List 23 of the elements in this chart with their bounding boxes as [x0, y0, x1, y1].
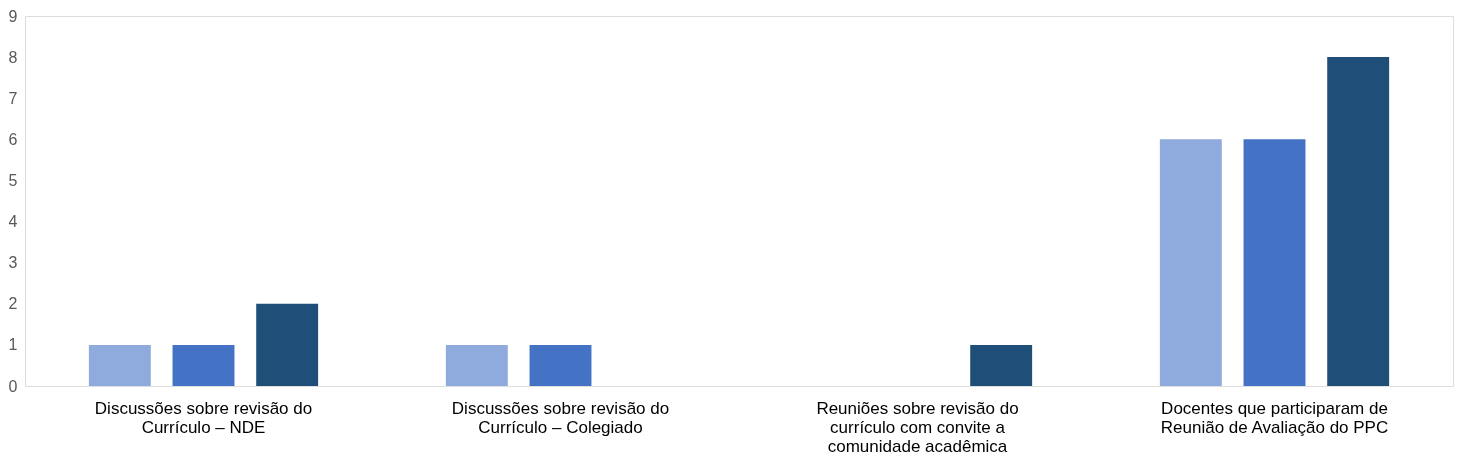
y-tick-label: 2 [8, 295, 18, 313]
y-tick-label: 1 [8, 336, 18, 354]
bar [529, 344, 592, 386]
bar [172, 344, 235, 386]
y-tick-label: 5 [8, 171, 18, 189]
x-tick-label: Reuniões sobre revisão do currículo com convite a comunidade acadêmica [816, 398, 1019, 456]
y-tick-label: 0 [8, 377, 18, 395]
y-tick-label: 9 [8, 7, 18, 25]
y-tick-label: 4 [8, 213, 18, 231]
bar [256, 303, 319, 386]
x-tick-label: Discussões sobre revisão do Currículo – NDE [94, 398, 313, 437]
bar [1243, 139, 1306, 386]
bar [970, 344, 1033, 386]
y-tick-label: 3 [8, 254, 18, 272]
y-tick-label: 8 [8, 48, 18, 66]
bar [1159, 139, 1222, 386]
y-tick-label: 6 [8, 130, 18, 148]
bar [1327, 57, 1390, 386]
bar [88, 344, 151, 386]
bar [445, 344, 508, 386]
y-tick-label: 7 [8, 89, 18, 107]
x-tick-label: Discussões sobre revisão do Currículo – Colegiado [451, 398, 670, 437]
x-tick-label: Docentes que participaram de Reunião de Avaliação do PPC [1160, 398, 1389, 437]
